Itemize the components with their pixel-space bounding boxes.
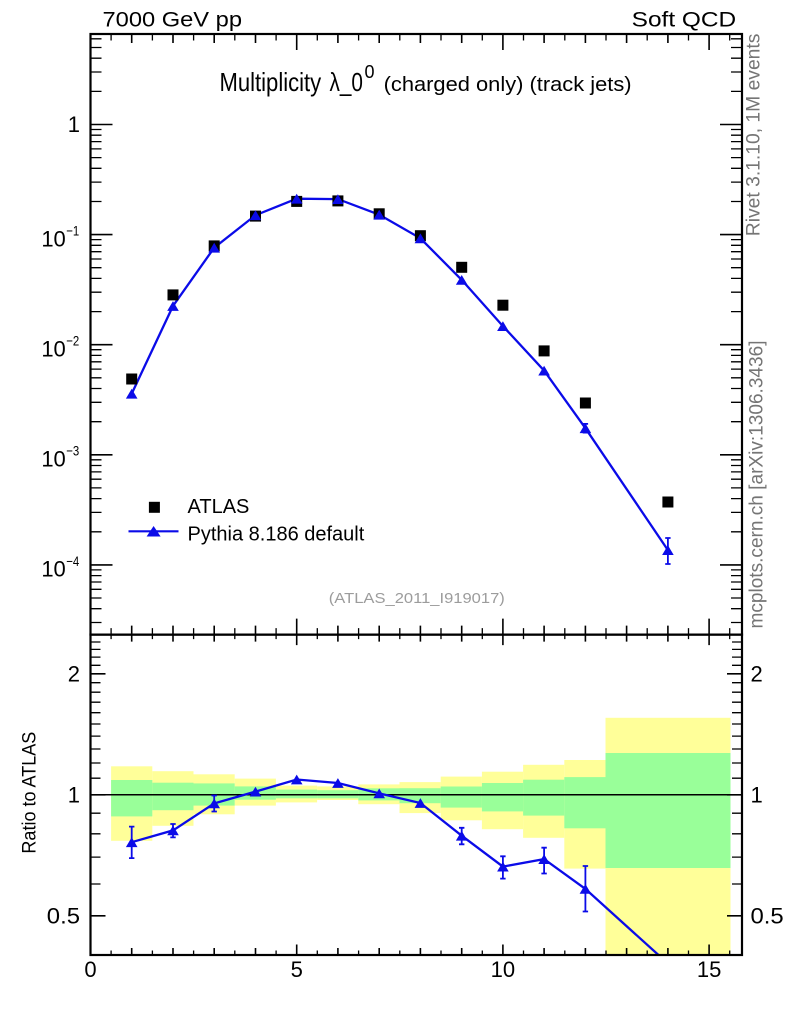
svg-text:Ratio to ATLAS: Ratio to ATLAS: [20, 732, 41, 854]
svg-text:mcplots.cern.ch [arXiv:1306.34: mcplots.cern.ch [arXiv:1306.3436]: [747, 341, 768, 629]
svg-text:10: 10: [41, 336, 65, 361]
svg-text:−1: −1: [66, 223, 79, 239]
svg-text:10: 10: [41, 447, 65, 472]
svg-text:1: 1: [751, 783, 763, 808]
svg-text:10: 10: [41, 226, 65, 251]
svg-text:1: 1: [68, 112, 80, 137]
svg-text:15: 15: [697, 957, 721, 982]
svg-text:Multiplicity: Multiplicity: [220, 67, 322, 97]
svg-text:2: 2: [751, 662, 763, 687]
svg-text:−3: −3: [66, 443, 79, 459]
svg-text:−4: −4: [66, 553, 79, 569]
svg-text:2: 2: [68, 662, 80, 687]
svg-text:10: 10: [491, 957, 515, 982]
svg-text:Rivet 3.1.10, 1M events: Rivet 3.1.10, 1M events: [744, 34, 765, 237]
svg-text:0.5: 0.5: [47, 904, 80, 929]
svg-text:−2: −2: [66, 333, 79, 349]
svg-text:0: 0: [365, 62, 375, 82]
svg-text:Soft QCD: Soft QCD: [632, 8, 737, 31]
svg-text:1: 1: [68, 783, 80, 808]
svg-text:0.5: 0.5: [751, 904, 784, 929]
svg-text:λ_0: λ_0: [330, 67, 363, 97]
svg-text:5: 5: [291, 957, 303, 982]
svg-text:0: 0: [84, 957, 96, 982]
svg-text:7000 GeV pp: 7000 GeV pp: [103, 8, 243, 31]
svg-text:(charged only) (track jets): (charged only) (track jets): [384, 74, 632, 96]
svg-text:10: 10: [41, 557, 65, 582]
svg-text:(ATLAS_2011_I919017): (ATLAS_2011_I919017): [329, 590, 505, 607]
svg-text:ATLAS: ATLAS: [188, 496, 250, 518]
svg-text:Pythia 8.186 default: Pythia 8.186 default: [188, 523, 365, 545]
